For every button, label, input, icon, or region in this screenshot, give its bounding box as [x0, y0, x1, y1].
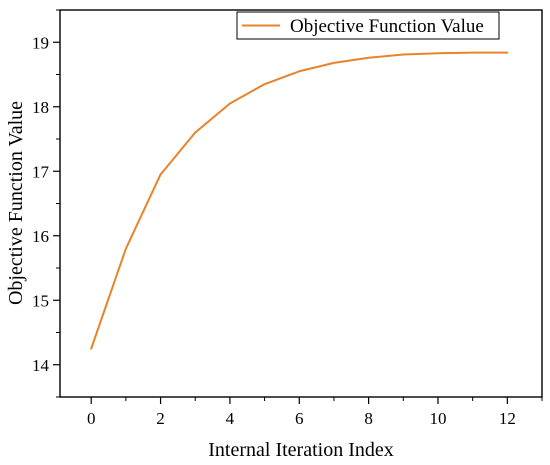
x-tick-label: 0: [87, 409, 96, 428]
x-tick-label: 4: [226, 409, 235, 428]
legend-label: Objective Function Value: [290, 16, 484, 37]
x-tick-label: 12: [499, 409, 516, 428]
x-tick-label: 2: [156, 409, 165, 428]
y-tick-label: 19: [32, 33, 49, 52]
x-tick-label: 8: [364, 409, 373, 428]
y-tick-label: 15: [32, 291, 49, 310]
x-tick-label: 6: [295, 409, 304, 428]
y-tick-label: 18: [32, 98, 49, 117]
x-axis-ticks: [90, 397, 543, 404]
x-axis-tick-labels: 0 2 4 6 8 10 12: [87, 409, 516, 428]
y-axis-ticks: [53, 9, 60, 398]
y-tick-label: 17: [32, 162, 50, 181]
series-line-0: [90, 51, 509, 350]
legend-box: [236, 11, 500, 40]
y-axis-tick-labels: 14 15 16 17 18 19: [32, 33, 50, 375]
plot-frame: [59, 9, 543, 398]
x-axis-label: Internal Iteration Index: [208, 439, 393, 461]
series-layer: [90, 51, 509, 350]
y-tick-label: 16: [32, 227, 49, 246]
legend: Objective Function Value: [236, 11, 500, 40]
y-axis-label: Objective Function Value: [5, 101, 27, 305]
y-tick-label: 14: [32, 356, 50, 375]
x-tick-label: 10: [429, 409, 446, 428]
